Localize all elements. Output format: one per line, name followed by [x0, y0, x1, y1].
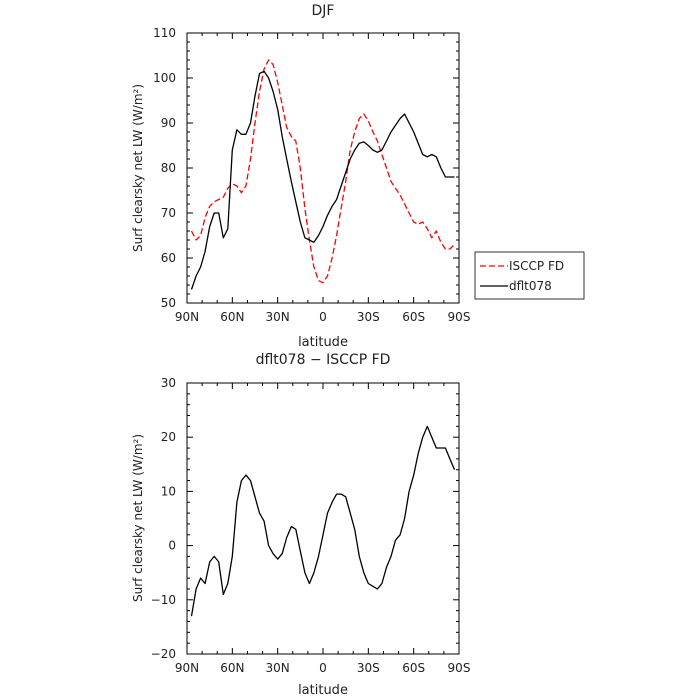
bottom-plot-lines	[190, 425, 456, 617]
top-x-axis-label: latitude	[298, 335, 348, 350]
bottom-x-tick-label: 60S	[402, 661, 425, 675]
top-series-line-isccp-fd	[190, 59, 455, 284]
bottom-y-axis-label: Surf clearsky net LW (W/m²)	[131, 434, 145, 602]
bottom-y-tick-label: −10	[151, 593, 176, 607]
bottom-x-tick-label: 30S	[357, 661, 380, 675]
bottom-y-tick-label: 30	[161, 376, 176, 390]
bottom-panel: dflt078 − ISCCP FD Surf clearsky net LW …	[131, 352, 470, 698]
top-x-tick-label: 60N	[220, 310, 244, 324]
top-y-tick-label: 100	[153, 71, 176, 85]
top-y-tick-label: 110	[153, 26, 176, 40]
top-x-tick-label: 90N	[175, 310, 199, 324]
top-y-tick-label: 80	[161, 161, 176, 175]
top-x-tick-label: 90S	[448, 310, 471, 324]
top-y-tick-label: 60	[161, 251, 176, 265]
top-plot-frame	[186, 32, 460, 304]
top-x-tick-label: 60S	[402, 310, 425, 324]
top-plot-lines	[190, 59, 455, 290]
top-y-tick-label: 90	[161, 116, 176, 130]
top-y-tick-label: 50	[161, 296, 176, 310]
bottom-chart-title: dflt078 − ISCCP FD	[256, 352, 391, 368]
bottom-axis-ticks: 90N 60N 30N 0 30S 60S 90S −20 −10 0 10 20 30	[151, 376, 471, 675]
top-panel: DJF Surf clearsky net LW (W/m²) latitude…	[131, 3, 470, 350]
bottom-x-tick-label: 90S	[448, 661, 471, 675]
bottom-y-tick-label: 10	[161, 484, 176, 498]
top-chart-title: DJF	[312, 3, 335, 19]
top-y-tick-label: 70	[161, 206, 176, 220]
legend: ISCCP FD dflt078	[474, 251, 585, 300]
bottom-series-line-difference	[190, 425, 456, 617]
top-axis-ticks: 90N 60N 30N 0 30S 60S 90S 50 60 70 80 90 100 110	[153, 26, 470, 324]
bottom-y-tick-label: 20	[161, 430, 176, 444]
legend-label-dflt078: dflt078	[509, 279, 552, 293]
bottom-plot-frame	[186, 382, 460, 655]
bottom-x-axis-label: latitude	[298, 683, 348, 698]
bottom-x-tick-label: 60N	[220, 661, 244, 675]
bottom-x-tick-label: 30N	[266, 661, 290, 675]
bottom-x-tick-label: 0	[319, 661, 327, 675]
top-series-line-dflt078	[190, 70, 455, 290]
legend-label-isccp: ISCCP FD	[509, 259, 564, 273]
bottom-x-tick-label: 90N	[175, 661, 199, 675]
top-x-tick-label: 0	[319, 310, 327, 324]
top-x-tick-label: 30N	[266, 310, 290, 324]
bottom-y-tick-label: 0	[168, 539, 176, 553]
top-x-tick-label: 30S	[357, 310, 380, 324]
top-y-axis-label: Surf clearsky net LW (W/m²)	[131, 84, 145, 252]
legend-box	[474, 251, 585, 300]
bottom-y-tick-label: −20	[151, 647, 176, 661]
